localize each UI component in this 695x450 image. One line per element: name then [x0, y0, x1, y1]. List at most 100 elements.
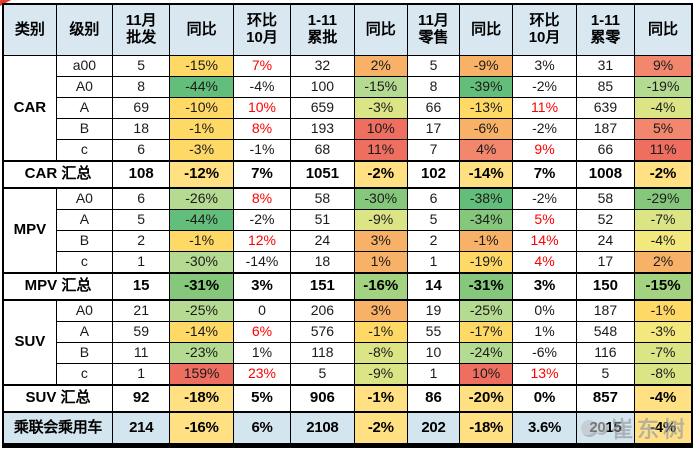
- table-row: B 18 -1% 8% 193 10% 17 -6% -2% 187 5%: [3, 118, 693, 140]
- table-cell: c: [55, 363, 114, 386]
- table-cell: B: [55, 342, 114, 364]
- table-cell: -1%: [353, 384, 408, 413]
- table-cell: -2%: [512, 76, 577, 98]
- table-cell: 8%: [232, 187, 292, 210]
- table-cell: 7%: [512, 160, 577, 189]
- category-cell: MPV: [2, 187, 57, 274]
- table-cell: 116: [575, 342, 636, 364]
- table-cell: 3%: [353, 299, 408, 322]
- table-cell: 4%: [512, 251, 577, 274]
- table-cell: 2108: [290, 411, 355, 446]
- table-cell: 150: [575, 272, 636, 301]
- table-cell: 17: [575, 251, 636, 274]
- table-cell: A0: [55, 187, 114, 210]
- table-cell: 639: [575, 97, 636, 119]
- table-cell: 15: [112, 272, 171, 301]
- table-cell: -1%: [169, 118, 234, 140]
- table-cell: 8: [112, 76, 171, 98]
- table-cell: 3%: [512, 55, 577, 77]
- table-cell: CAR 汇总: [2, 160, 114, 189]
- table-cell: 8: [406, 76, 461, 98]
- table-cell: 2: [406, 230, 461, 252]
- table-cell: 85: [575, 76, 636, 98]
- table-cell: 11: [112, 342, 171, 364]
- table-cell: 55: [406, 321, 461, 343]
- column-header: 环比 10月: [512, 3, 577, 56]
- table-cell: 576: [290, 321, 355, 343]
- table-cell: 2%: [634, 251, 693, 274]
- table-cell: 13%: [512, 363, 577, 386]
- table-cell: -1%: [232, 139, 292, 162]
- table-cell: SUV 汇总: [2, 384, 114, 413]
- table-cell: -26%: [169, 187, 234, 210]
- table-cell: 10%: [232, 97, 292, 119]
- table-cell: 7%: [232, 55, 292, 77]
- table-cell: -2%: [353, 411, 408, 446]
- table-cell: 100: [290, 76, 355, 98]
- table-cell: 3%: [512, 272, 577, 301]
- table-cell: 7: [406, 139, 461, 162]
- table-cell: A: [55, 321, 114, 343]
- table-row: MPV A0 6 -26% 8% 58 -30% 6 -38% -2% 58 -29%: [2, 187, 693, 274]
- table-row: c 1 159% 23% 5 -9% 1 10% 13% 5 -8%: [3, 363, 693, 386]
- table-cell: 5: [406, 55, 461, 77]
- table-cell: 2%: [353, 55, 408, 77]
- table-cell: -3%: [634, 321, 693, 343]
- column-header: 同比: [459, 3, 514, 56]
- table-cell: -31%: [169, 272, 234, 301]
- column-header: 类别: [2, 3, 57, 56]
- table-cell: 5%: [512, 209, 577, 231]
- table-cell: 1: [406, 251, 461, 274]
- table-cell: -25%: [169, 299, 234, 322]
- column-header: 同比: [634, 3, 693, 56]
- table-cell: -34%: [459, 209, 514, 231]
- table-row: c 1 -30% -14% 18 1% 1 -19% 4% 17 2%: [3, 251, 693, 274]
- table-cell: -2%: [232, 209, 292, 231]
- table-cell: 151: [290, 272, 355, 301]
- table-cell: 14%: [512, 230, 577, 252]
- table-cell: 2015: [575, 411, 636, 446]
- table-cell: -1%: [634, 299, 693, 322]
- table-body: CAR a00 5 -15% 7% 32 2% 5 -9% 3% 31 9% A0 8 -44% -4% 100…: [2, 55, 693, 446]
- table-cell: -6%: [459, 118, 514, 140]
- table-cell: -4%: [634, 230, 693, 252]
- column-header: 1-11 累批: [290, 3, 355, 56]
- table-cell: -25%: [459, 299, 514, 322]
- table-cell: 6%: [232, 411, 292, 446]
- table-cell: -30%: [353, 187, 408, 210]
- table-row: A 5 -44% -2% 51 -9% 5 -34% 5% 52 -7%: [3, 209, 693, 231]
- table-cell: 59: [112, 321, 171, 343]
- column-header: 级别: [55, 3, 114, 56]
- table-cell: 159%: [169, 363, 234, 386]
- table-cell: -19%: [459, 251, 514, 274]
- table-cell: -20%: [459, 384, 514, 413]
- table-cell: -9%: [459, 55, 514, 77]
- table-cell: -15%: [353, 76, 408, 98]
- table-cell: -14%: [459, 160, 514, 189]
- table-cell: 0: [232, 299, 292, 322]
- table-cell: 3%: [232, 272, 292, 301]
- table-cell: a00: [55, 55, 114, 77]
- table-cell: 214: [112, 411, 171, 446]
- table-cell: -44%: [169, 76, 234, 98]
- table-cell: -2%: [512, 118, 577, 140]
- table-cell: 1%: [232, 342, 292, 364]
- table-cell: 193: [290, 118, 355, 140]
- category-cell: SUV: [2, 299, 57, 386]
- table-cell: 5%: [232, 384, 292, 413]
- table-cell: 6: [112, 187, 171, 210]
- table-cell: 1008: [575, 160, 636, 189]
- table-cell: 1%: [353, 251, 408, 274]
- table-cell: 1: [112, 251, 171, 274]
- table-cell: 8%: [232, 118, 292, 140]
- table-cell: 10%: [459, 363, 514, 386]
- table-cell: 58: [290, 187, 355, 210]
- table-row: c 6 -3% -1% 68 11% 7 4% 9% 66 11%: [3, 139, 693, 162]
- table-cell: 66: [406, 97, 461, 119]
- table-cell: 11%: [634, 139, 693, 162]
- table-row: SUV A0 21 -25% 0 206 3% 19 -25% 0% 187 -1%: [2, 299, 693, 386]
- table-cell: 108: [112, 160, 171, 189]
- table-cell: -39%: [459, 76, 514, 98]
- table-cell: A: [55, 97, 114, 119]
- table-cell: -6%: [512, 342, 577, 364]
